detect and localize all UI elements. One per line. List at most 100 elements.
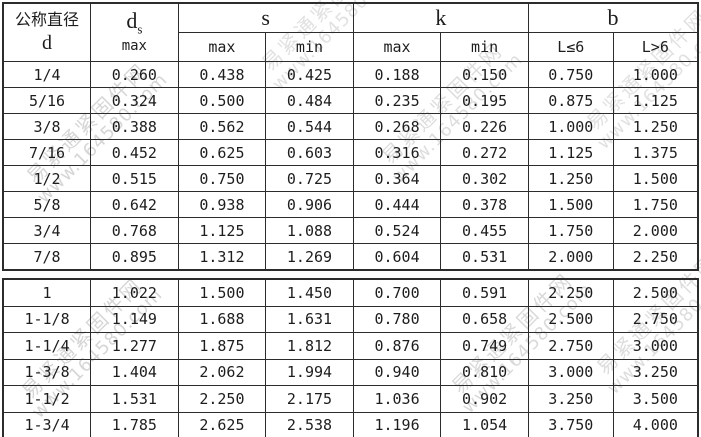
table-cell: 1.875 bbox=[177, 332, 267, 360]
table-cell: 1.000 bbox=[612, 61, 699, 88]
col-header-ds-max: ds max bbox=[90, 2, 179, 62]
table-cell: 0.150 bbox=[440, 61, 529, 88]
table-cell: 0.895 bbox=[90, 243, 179, 271]
table-cell: 2.750 bbox=[612, 305, 699, 333]
table-cell: 0.768 bbox=[90, 217, 179, 244]
table-cell: 2.750 bbox=[527, 332, 614, 360]
table-cell: 1.500 bbox=[612, 165, 699, 192]
table-cell: 1.994 bbox=[265, 358, 354, 386]
table-cell: 0.562 bbox=[177, 113, 267, 140]
table-cell: 0.324 bbox=[90, 87, 179, 114]
table-cell: 2.062 bbox=[177, 358, 267, 386]
table-cell: 1.531 bbox=[90, 385, 179, 413]
table-row: 1-1/2 1.531 2.250 2.175 1.036 0.902 3.250 3.500 bbox=[2, 385, 699, 413]
table-cell: 0.444 bbox=[352, 191, 442, 218]
table-cell: 3/4 bbox=[2, 217, 92, 244]
table-cell: 1-1/2 bbox=[2, 385, 92, 413]
table-cell: 3.750 bbox=[527, 411, 614, 437]
table-body-lower: 1 1.022 1.500 1.450 0.700 0.591 2.250 2.500 1-1/… bbox=[2, 278, 699, 437]
table-cell: 0.604 bbox=[352, 243, 442, 271]
table-cell: 0.484 bbox=[265, 87, 354, 114]
table-cell: 1.375 bbox=[612, 139, 699, 166]
table-cell: 1.404 bbox=[90, 358, 179, 386]
table-cell: 0.438 bbox=[177, 61, 267, 88]
col-header-s-min: min bbox=[265, 32, 354, 62]
table-cell: 0.725 bbox=[265, 165, 354, 192]
table-cell: 1.250 bbox=[527, 165, 614, 192]
table-row: 1 1.022 1.500 1.450 0.700 0.591 2.250 2.500 bbox=[2, 278, 699, 307]
table-cell: 0.938 bbox=[177, 191, 267, 218]
d-symbol: d bbox=[42, 31, 53, 54]
table-cell: 1 bbox=[2, 278, 92, 307]
col-header-b-le6: L≤6 bbox=[527, 32, 614, 62]
table-cell: 2.175 bbox=[265, 385, 354, 413]
col-header-b-gt6: L>6 bbox=[612, 32, 699, 62]
table-cell: 0.316 bbox=[352, 139, 442, 166]
table-cell: 1.688 bbox=[177, 305, 267, 333]
table-cell: 0.388 bbox=[90, 113, 179, 140]
table-cell: 2.000 bbox=[527, 243, 614, 271]
table-cell: 1.750 bbox=[612, 191, 699, 218]
table-cell: 0.364 bbox=[352, 165, 442, 192]
table-cell: 1-3/4 bbox=[2, 411, 92, 437]
table-cell: 7/8 bbox=[2, 243, 92, 271]
table-cell: 1.000 bbox=[527, 113, 614, 140]
table-cell: 1.088 bbox=[265, 217, 354, 244]
table-cell: 1-1/8 bbox=[2, 305, 92, 333]
table-cell: 0.268 bbox=[352, 113, 442, 140]
table-cell: 0.272 bbox=[440, 139, 529, 166]
table-row: 1-3/8 1.404 2.062 1.994 0.940 0.810 3.000 3.250 bbox=[2, 358, 699, 386]
table-cell: 1/4 bbox=[2, 61, 92, 88]
table-cell: 1-1/4 bbox=[2, 332, 92, 360]
col-header-b: b bbox=[527, 2, 699, 33]
table-cell: 5/8 bbox=[2, 191, 92, 218]
table-cell: 3.000 bbox=[527, 358, 614, 386]
table-cell: 0.902 bbox=[440, 385, 529, 413]
table-cell: 1.250 bbox=[612, 113, 699, 140]
table-row: 5/16 0.324 0.500 0.484 0.235 0.195 0.875 1.125 bbox=[2, 87, 699, 114]
table-cell: 1.269 bbox=[265, 243, 354, 271]
ds-max-label: max bbox=[121, 37, 147, 54]
col-header-k: k bbox=[352, 2, 529, 33]
ds-symbol: ds bbox=[126, 8, 143, 37]
table-cell: 0.188 bbox=[352, 61, 442, 88]
table-cell: 4.000 bbox=[612, 411, 699, 437]
table-cell: 0.940 bbox=[352, 358, 442, 386]
table-cell: 0.524 bbox=[352, 217, 442, 244]
table-row: 3/8 0.388 0.562 0.544 0.268 0.226 1.000 1.250 bbox=[2, 113, 699, 140]
table-cell: 2.000 bbox=[612, 217, 699, 244]
table-cell: 2.250 bbox=[612, 243, 699, 271]
table-cell: 2.625 bbox=[177, 411, 267, 437]
table-cell: 0.700 bbox=[352, 278, 442, 307]
table-cell: 0.810 bbox=[440, 358, 529, 386]
table-cell: 3.250 bbox=[527, 385, 614, 413]
table-cell: 1.500 bbox=[527, 191, 614, 218]
table-cell: 0.455 bbox=[440, 217, 529, 244]
table-cell: 0.378 bbox=[440, 191, 529, 218]
table-cell: 0.603 bbox=[265, 139, 354, 166]
table-cell: 7/16 bbox=[2, 139, 92, 166]
table-cell: 0.195 bbox=[440, 87, 529, 114]
table-cell: 0.302 bbox=[440, 165, 529, 192]
nominal-diameter-label: 公称直径 bbox=[15, 12, 80, 30]
table-cell: 1.196 bbox=[352, 411, 442, 437]
table-cell: 1.149 bbox=[90, 305, 179, 333]
table-cell: 0.235 bbox=[352, 87, 442, 114]
table-cell: 1.125 bbox=[177, 217, 267, 244]
table-cell: 1.785 bbox=[90, 411, 179, 437]
table-cell: 5/16 bbox=[2, 87, 92, 114]
table-cell: 2.250 bbox=[527, 278, 614, 307]
table-cell: 0.658 bbox=[440, 305, 529, 333]
table-cell: 0.226 bbox=[440, 113, 529, 140]
table-cell: 0.515 bbox=[90, 165, 179, 192]
table-cell: 0.500 bbox=[177, 87, 267, 114]
table-row: 5/8 0.642 0.938 0.906 0.444 0.378 1.500 1.750 bbox=[2, 191, 699, 218]
table-cell: 3.500 bbox=[612, 385, 699, 413]
table-cell: 1.022 bbox=[90, 278, 179, 307]
table-cell: 0.750 bbox=[177, 165, 267, 192]
table-cell: 0.750 bbox=[527, 61, 614, 88]
table-cell: 0.625 bbox=[177, 139, 267, 166]
table-row: 1/2 0.515 0.750 0.725 0.364 0.302 1.250 1.500 bbox=[2, 165, 699, 192]
table-row: 1-1/4 1.277 1.875 1.812 0.876 0.749 2.750 3.000 bbox=[2, 332, 699, 360]
